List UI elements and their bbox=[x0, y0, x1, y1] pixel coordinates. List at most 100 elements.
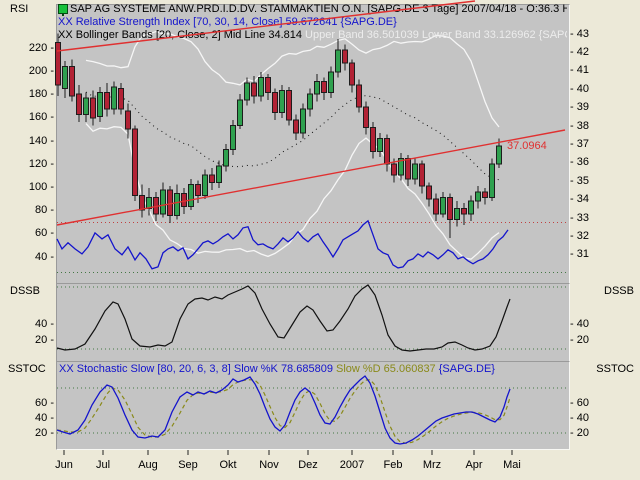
main-panel-left-label: RSI bbox=[10, 3, 29, 15]
stochastic-label-k: XX Stochastic Slow [80, 20, 6, 3, 8] Slo… bbox=[59, 363, 336, 375]
sstoc-right-label: SSTOC bbox=[596, 363, 634, 375]
rsi-axis-tick: 200 - bbox=[28, 65, 54, 77]
x-axis-month-label: Okt bbox=[219, 459, 237, 471]
candle-body bbox=[426, 185, 432, 200]
candle-body bbox=[209, 174, 215, 184]
candle-body bbox=[111, 86, 117, 110]
candle-body bbox=[377, 137, 383, 152]
candle-body bbox=[328, 71, 334, 93]
stochastic-slow-d-line bbox=[56, 379, 511, 444]
candle-body bbox=[125, 110, 131, 130]
candle-body bbox=[391, 163, 397, 176]
candle-body bbox=[146, 196, 152, 209]
bollinger-mid-line bbox=[85, 91, 500, 181]
candle-body bbox=[335, 49, 341, 73]
rsi-line bbox=[56, 219, 509, 270]
candle-body bbox=[216, 165, 222, 184]
candle-body bbox=[202, 174, 208, 196]
price-axis-tick: - 38 bbox=[570, 120, 589, 132]
rsi-axis-tick: 60 - bbox=[35, 227, 54, 239]
candle-body bbox=[482, 191, 488, 198]
candle-body bbox=[370, 126, 376, 152]
candle-body bbox=[412, 163, 418, 180]
instrument-green-box-icon bbox=[58, 4, 68, 16]
dssb-axis-tick-right: - 20 bbox=[570, 334, 589, 346]
stochastic-label-symbol: {SAPG.DE} bbox=[438, 363, 495, 375]
candle-body bbox=[342, 49, 348, 64]
rsi-axis-tick: 140 - bbox=[28, 135, 54, 147]
candle-body bbox=[83, 97, 89, 115]
sstoc-axis-tick: 60 - bbox=[35, 397, 54, 409]
sstoc-panel[interactable] bbox=[56, 361, 570, 450]
candle-body bbox=[307, 93, 313, 110]
candle-body bbox=[195, 183, 201, 196]
stochastic-indicator-label: XX Stochastic Slow [80, 20, 6, 3, 8] Slo… bbox=[59, 363, 567, 376]
candle-body bbox=[258, 77, 264, 97]
candle-body bbox=[237, 99, 243, 127]
candle-body bbox=[118, 88, 124, 110]
candle-body bbox=[454, 207, 460, 220]
dssb-line bbox=[56, 284, 511, 352]
trendline-value-label: 37.0964 bbox=[507, 140, 547, 152]
candle-body bbox=[475, 191, 481, 202]
candle-body bbox=[69, 66, 75, 97]
rsi-axis-tick: 100 - bbox=[28, 181, 54, 193]
sstoc-axis-tick-right: - 60 bbox=[570, 397, 589, 409]
candle-body bbox=[286, 90, 292, 121]
candle-body bbox=[433, 198, 439, 215]
candle-body bbox=[496, 145, 502, 165]
chart-title: SAP AG SYSTEME ANW.PRD.I.D.DV. STAMMAKTI… bbox=[70, 3, 567, 15]
bollinger-label-bands: Upper Band 36.501039 Lower Band 33.12696… bbox=[305, 29, 567, 41]
candle-body bbox=[167, 189, 173, 217]
candle-body bbox=[62, 66, 68, 90]
candle-body bbox=[279, 90, 285, 114]
sstoc-axis-tick: 40 - bbox=[35, 412, 54, 424]
candle-body bbox=[160, 189, 166, 215]
dssb-axis-tick: 40 - bbox=[35, 318, 54, 330]
x-axis-month-label: Jun bbox=[55, 459, 73, 471]
candle-body bbox=[181, 193, 187, 207]
candle-body bbox=[272, 91, 278, 114]
candle-body bbox=[300, 108, 306, 134]
candle-body bbox=[363, 106, 369, 128]
candle-body bbox=[447, 196, 453, 220]
candle-body bbox=[97, 91, 103, 117]
sstoc-axis-tick-right: - 20 bbox=[570, 427, 589, 439]
bollinger-upper-band-line bbox=[85, 30, 500, 128]
price-axis-tick: - 37 bbox=[570, 138, 589, 150]
candle-body bbox=[174, 193, 180, 217]
price-axis-tick: - 32 bbox=[570, 230, 589, 242]
rsi-axis-tick: 160 - bbox=[28, 111, 54, 123]
x-axis-month-label: Sep bbox=[178, 459, 198, 471]
candle-body bbox=[489, 163, 495, 198]
price-axis-tick: - 39 bbox=[570, 101, 589, 113]
candle-body bbox=[153, 196, 159, 215]
candle-body bbox=[76, 93, 82, 115]
candle-body bbox=[230, 125, 236, 150]
rsi-axis-tick: 80 - bbox=[35, 204, 54, 216]
candle-body bbox=[468, 200, 474, 215]
candle-body bbox=[321, 80, 327, 93]
candle-body bbox=[251, 82, 257, 97]
x-axis-month-label: Mai bbox=[503, 459, 521, 471]
x-axis-month-label: Feb bbox=[383, 459, 403, 471]
rsi-axis-tick: 180 - bbox=[28, 88, 54, 100]
dssb-axis-tick: 20 - bbox=[35, 334, 54, 346]
dssb-left-label: DSSB bbox=[10, 285, 40, 297]
candle-body bbox=[132, 128, 138, 196]
rsi-axis-tick: 120 - bbox=[28, 158, 54, 170]
candle-body bbox=[398, 158, 404, 176]
price-axis-tick: - 40 bbox=[570, 83, 589, 95]
candle-body bbox=[461, 207, 467, 215]
candle-body bbox=[293, 119, 299, 134]
sstoc-axis-tick-right: - 40 bbox=[570, 412, 589, 424]
candle-body bbox=[244, 82, 250, 101]
stochastic-slow-k-line bbox=[56, 375, 511, 445]
candle-body bbox=[265, 77, 271, 93]
price-axis-tick: - 36 bbox=[570, 156, 589, 168]
candle-body bbox=[314, 80, 320, 95]
rsi-indicator-label: XX Relative Strength Index [70, 30, 14, … bbox=[58, 16, 397, 28]
candle-body bbox=[55, 42, 61, 86]
